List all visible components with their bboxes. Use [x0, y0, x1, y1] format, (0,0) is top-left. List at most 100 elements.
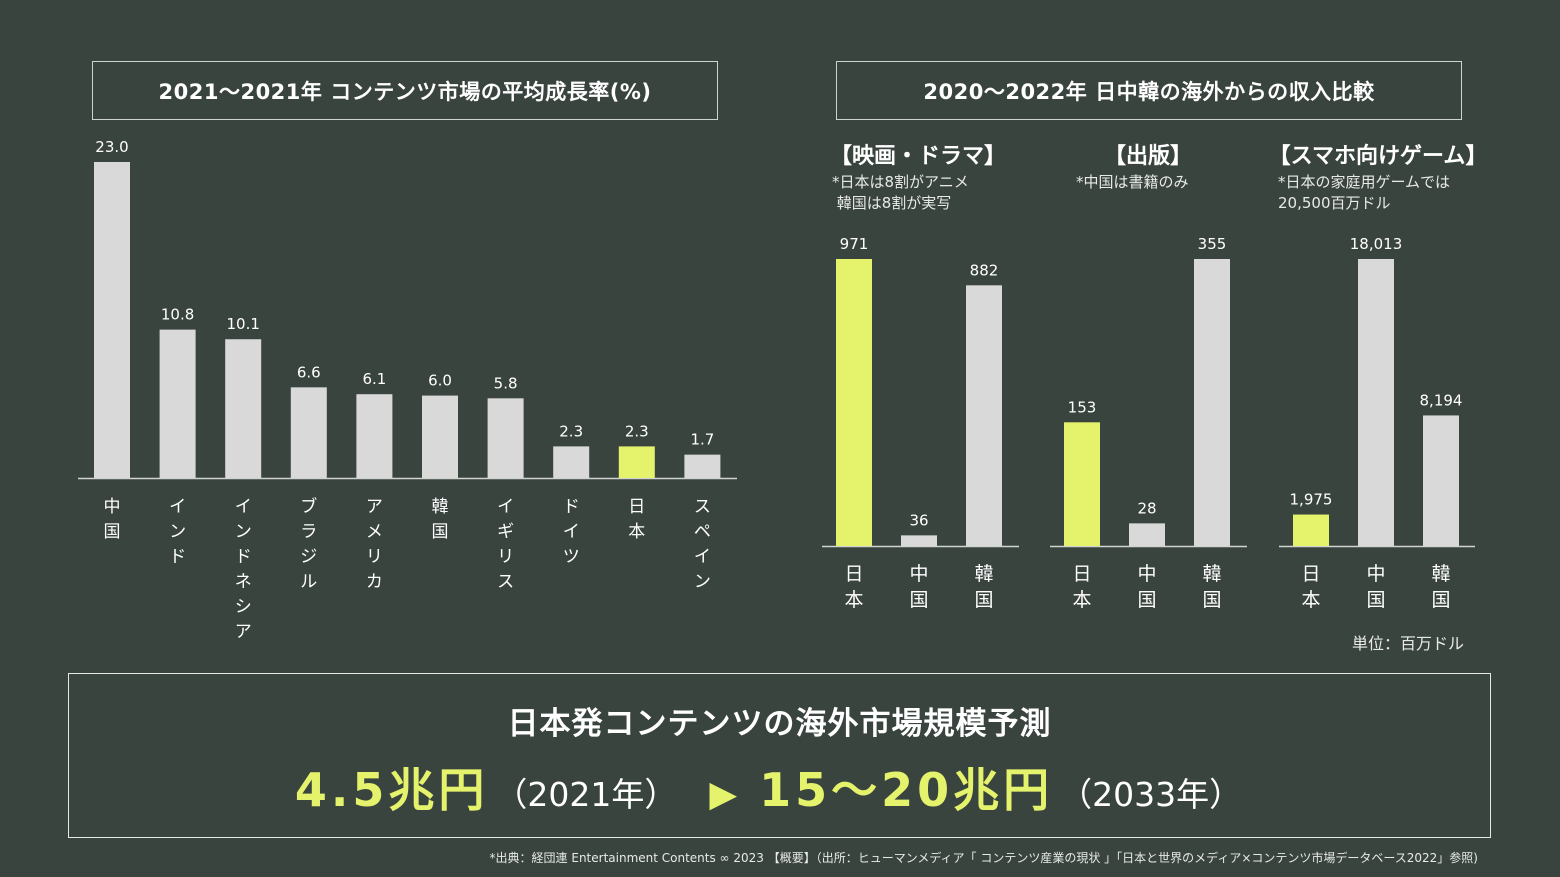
arrow-right-icon: ▶	[709, 774, 738, 815]
bar-日本	[836, 259, 872, 546]
subchart-note-publishing: *中国は書籍のみ	[1076, 173, 1189, 191]
data-label: 355	[1198, 235, 1227, 253]
category-label-char: メ	[366, 522, 383, 542]
forecast-value-2033: 15〜20兆円	[759, 763, 1054, 817]
category-label-char: ド	[563, 497, 580, 517]
bar-日本	[618, 446, 655, 478]
data-label: 8,194	[1420, 391, 1463, 409]
bar-中国	[1358, 259, 1394, 546]
category-label-char: ジ	[300, 547, 317, 567]
category-label-char: 国	[974, 589, 993, 611]
category-label-char: 国	[104, 522, 121, 542]
data-label: 882	[970, 261, 999, 279]
subchart-note-film-drama: *日本は8割がアニメ 韓国は8割が実写	[832, 173, 969, 212]
category-label-char: 中	[1366, 563, 1385, 585]
category-label-char: ス	[497, 572, 514, 592]
category-label-char: ア	[235, 622, 252, 642]
bar-インドネシア	[225, 339, 262, 478]
category-label-char: 中	[909, 563, 928, 585]
category-label-char: 国	[1202, 589, 1221, 611]
category-label-char: ギ	[497, 522, 514, 542]
data-label: 2.3	[559, 422, 583, 440]
data-label: 971	[840, 235, 869, 253]
category-label-char: 国	[909, 589, 928, 611]
forecast-heading: 日本発コンテンツの海外市場規模予測	[507, 706, 1052, 742]
category-label-char: ネ	[235, 572, 252, 592]
data-label: 23.0	[95, 138, 128, 156]
bar-中国	[1129, 523, 1165, 546]
forecast-year-2021: （2021年）	[494, 775, 678, 814]
category-label-char: 日	[844, 563, 863, 585]
category-label-char: ペ	[694, 522, 711, 542]
category-label-char: ン	[694, 572, 711, 592]
category-label-char: 日	[1301, 563, 1320, 585]
data-label: 36	[909, 511, 928, 529]
forecast-box: 日本発コンテンツの海外市場規模予測 4.5兆円 （2021年） ▶ 15〜20兆円 （2…	[68, 673, 1491, 838]
category-label-char: 中	[104, 497, 121, 517]
data-label: 2.3	[625, 422, 649, 440]
bar-イギリス	[487, 398, 524, 478]
bar-中国	[901, 535, 937, 546]
category-label-char: カ	[366, 572, 383, 592]
unit-label: 単位：百万ドル	[1352, 634, 1465, 653]
data-label: 10.8	[161, 306, 194, 324]
category-label-char: イ	[169, 497, 186, 517]
category-label-char: 中	[1137, 563, 1156, 585]
bar-日本	[1064, 422, 1100, 546]
category-label-char: ア	[366, 497, 383, 517]
data-label: 5.8	[494, 374, 518, 392]
category-label-char: 韓	[1202, 563, 1221, 585]
category-label-char: 韓	[974, 563, 993, 585]
forecast-year-2033: （2033年）	[1059, 775, 1243, 814]
category-label-char: シ	[235, 597, 252, 617]
category-label-char: 国	[1431, 589, 1450, 611]
category-label-char: ス	[694, 497, 711, 517]
data-label: 10.1	[226, 315, 259, 333]
forecast-values: 4.5兆円 （2021年） ▶ 15〜20兆円 （2033年）	[69, 754, 1490, 820]
category-label-char: 日	[1072, 563, 1091, 585]
category-label-char: 本	[844, 589, 863, 611]
bar-ブラジル	[290, 387, 327, 478]
bar-韓国	[1423, 415, 1459, 546]
subchart-heading-film-drama: 【映画・ドラマ】	[829, 144, 1007, 169]
data-label: 28	[1137, 499, 1156, 517]
category-label-char: ド	[235, 547, 252, 567]
bar-日本	[1293, 514, 1329, 546]
bar-アメリカ	[356, 394, 393, 478]
source-citation: *出典：経団連 Entertainment Contents ∞ 2023 【概…	[489, 851, 1478, 865]
category-label-char: イ	[497, 497, 514, 517]
forecast-value-2021: 4.5兆円	[294, 763, 489, 817]
category-label-char: ラ	[300, 522, 317, 542]
category-label-char: 国	[1366, 589, 1385, 611]
bar-スペイン	[684, 454, 721, 478]
category-label-char: リ	[366, 547, 383, 567]
category-label-char: イ	[694, 547, 711, 567]
left-chart-title: 2021〜2021年 コンテンツ市場の平均成長率(%)	[92, 61, 718, 120]
subchart-heading-mobile-games: 【スマホ向けゲーム】	[1268, 144, 1488, 169]
category-label-char: リ	[497, 547, 514, 567]
bar-韓国	[966, 285, 1002, 546]
data-label: 1,975	[1290, 491, 1333, 509]
bar-韓国	[422, 395, 458, 478]
category-label-char: 国	[1137, 589, 1156, 611]
category-label-char: ブ	[300, 496, 317, 517]
category-label-char: ン	[235, 522, 252, 542]
category-label-char: 国	[432, 522, 449, 542]
data-label: 6.1	[362, 370, 386, 388]
data-label: 153	[1068, 398, 1097, 416]
subchart-heading-publishing: 【出版】	[1103, 144, 1193, 169]
data-label: 18,013	[1350, 235, 1403, 253]
bar-ドイツ	[553, 446, 590, 478]
data-label: 6.6	[297, 363, 321, 381]
category-label-char: 韓	[1431, 563, 1450, 585]
category-label-char: ツ	[563, 547, 580, 567]
category-label-char: 本	[1301, 589, 1320, 611]
category-label-char: 本	[1072, 589, 1091, 611]
subchart-note-mobile-games: *日本の家庭用ゲームでは 20,500百万ドル	[1278, 173, 1451, 212]
bar-インド	[159, 329, 196, 478]
bar-中国	[94, 162, 130, 478]
right-chart-title: 2020〜2022年 日中韓の海外からの収入比較	[836, 61, 1462, 120]
category-label-char: イ	[563, 522, 580, 542]
data-label: 1.7	[690, 431, 714, 449]
